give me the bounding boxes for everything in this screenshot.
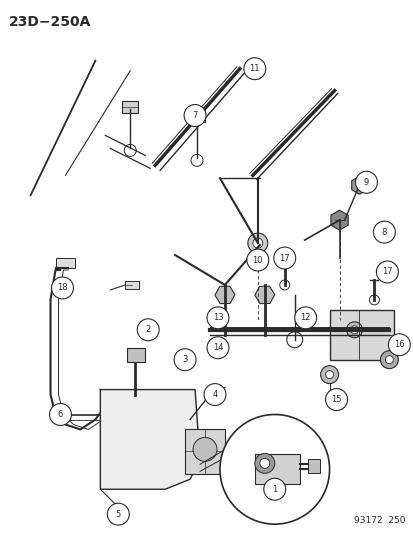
Text: 6: 6	[58, 410, 63, 419]
Circle shape	[259, 458, 269, 469]
Bar	[254, 454, 299, 484]
Circle shape	[294, 307, 316, 329]
Text: 12: 12	[300, 313, 310, 322]
Circle shape	[51, 277, 73, 299]
Circle shape	[190, 155, 202, 166]
Circle shape	[137, 319, 159, 341]
Text: 10: 10	[252, 255, 262, 264]
Text: 2: 2	[145, 325, 150, 334]
Bar	[55, 258, 75, 268]
Circle shape	[279, 280, 289, 290]
Text: 16: 16	[393, 340, 404, 349]
Polygon shape	[100, 390, 199, 489]
Circle shape	[385, 356, 392, 364]
Circle shape	[247, 233, 267, 253]
Text: 15: 15	[330, 395, 341, 404]
Text: 14: 14	[212, 343, 223, 352]
Bar	[125, 281, 139, 289]
Bar	[185, 430, 224, 474]
Circle shape	[124, 144, 136, 156]
Text: 23D−250A: 23D−250A	[9, 15, 91, 29]
Text: 4: 4	[212, 390, 217, 399]
Text: 93172  250: 93172 250	[353, 516, 404, 525]
Circle shape	[254, 454, 274, 473]
Bar	[307, 459, 319, 473]
Circle shape	[246, 249, 268, 271]
Circle shape	[375, 261, 397, 283]
Text: 18: 18	[57, 284, 68, 293]
Bar	[122, 101, 138, 112]
Circle shape	[320, 366, 338, 384]
Circle shape	[219, 415, 329, 524]
Text: 5: 5	[115, 510, 121, 519]
Circle shape	[252, 238, 262, 248]
Circle shape	[373, 221, 394, 243]
Bar	[127, 348, 145, 362]
Text: 17: 17	[279, 254, 290, 263]
Bar	[329, 310, 394, 360]
Circle shape	[346, 322, 362, 338]
Text: 11: 11	[249, 64, 259, 73]
Circle shape	[192, 438, 216, 462]
Circle shape	[206, 337, 228, 359]
Circle shape	[387, 334, 409, 356]
Circle shape	[243, 58, 265, 79]
Circle shape	[50, 403, 71, 425]
Text: 8: 8	[381, 228, 386, 237]
Text: 3: 3	[182, 355, 188, 364]
Circle shape	[286, 332, 302, 348]
Circle shape	[273, 247, 295, 269]
Circle shape	[325, 389, 347, 410]
Circle shape	[380, 351, 397, 369]
Text: 9: 9	[363, 178, 368, 187]
Circle shape	[204, 384, 225, 406]
Text: 1: 1	[271, 484, 277, 494]
Text: 7: 7	[192, 111, 197, 120]
Circle shape	[325, 370, 333, 378]
Circle shape	[350, 326, 358, 334]
Circle shape	[174, 349, 196, 370]
Bar	[189, 110, 204, 123]
Circle shape	[355, 171, 377, 193]
Circle shape	[109, 505, 127, 523]
Circle shape	[107, 503, 129, 525]
Text: 17: 17	[381, 268, 392, 277]
Circle shape	[368, 295, 378, 305]
Circle shape	[184, 104, 206, 126]
Circle shape	[263, 478, 285, 500]
Circle shape	[206, 307, 228, 329]
Text: 13: 13	[212, 313, 223, 322]
